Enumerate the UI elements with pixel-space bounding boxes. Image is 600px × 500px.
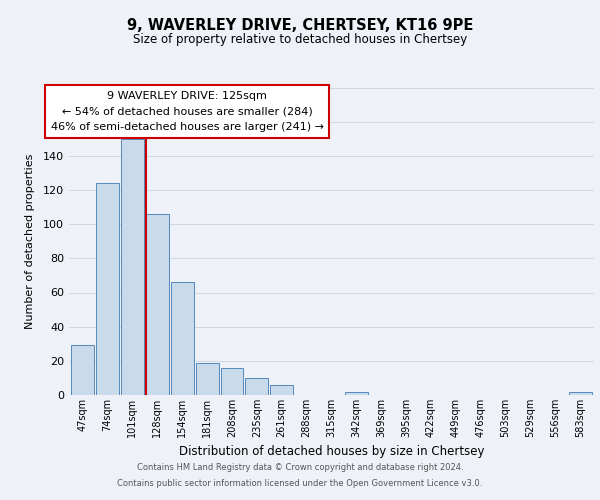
Text: Contains public sector information licensed under the Open Government Licence v3: Contains public sector information licen… (118, 478, 482, 488)
Text: Contains HM Land Registry data © Crown copyright and database right 2024.: Contains HM Land Registry data © Crown c… (137, 464, 463, 472)
Bar (196, 362, 218, 395)
Bar (345, 392, 368, 395)
Text: 9 WAVERLEY DRIVE: 125sqm
← 54% of detached houses are smaller (284)
46% of semi-: 9 WAVERLEY DRIVE: 125sqm ← 54% of detach… (50, 91, 323, 132)
Text: Size of property relative to detached houses in Chertsey: Size of property relative to detached ho… (133, 32, 467, 46)
X-axis label: Distribution of detached houses by size in Chertsey: Distribution of detached houses by size … (179, 446, 484, 458)
Bar (71, 346, 94, 395)
Y-axis label: Number of detached properties: Number of detached properties (25, 154, 35, 329)
Bar (146, 214, 169, 395)
Bar (221, 368, 244, 395)
Bar (171, 282, 194, 395)
Text: 9, WAVERLEY DRIVE, CHERTSEY, KT16 9PE: 9, WAVERLEY DRIVE, CHERTSEY, KT16 9PE (127, 18, 473, 32)
Bar (245, 378, 268, 395)
Bar (96, 183, 119, 395)
Bar (569, 392, 592, 395)
Bar (270, 385, 293, 395)
Bar (121, 138, 144, 395)
